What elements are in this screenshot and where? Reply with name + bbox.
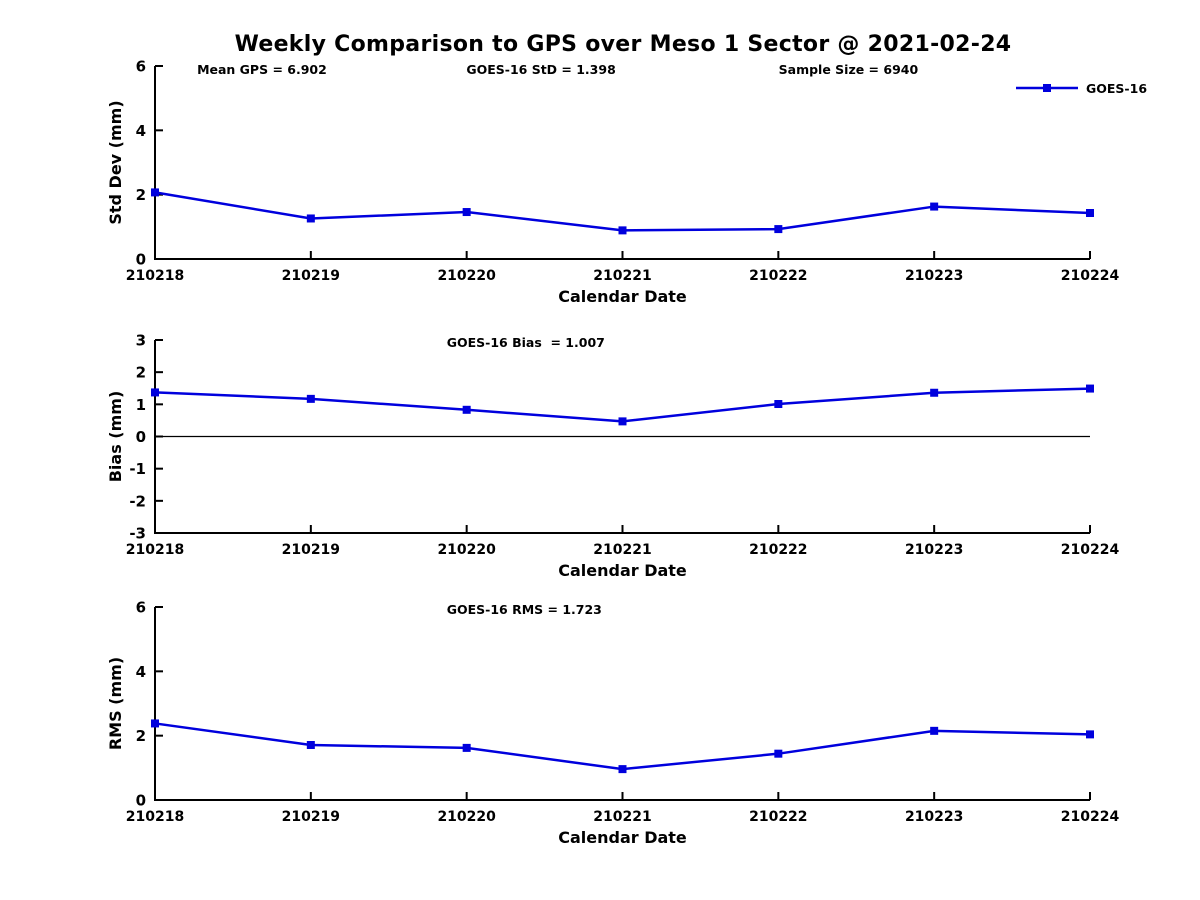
x-tick-label: 210222	[749, 542, 807, 558]
x-tick-label: 210220	[437, 268, 496, 284]
y-tick-label: -3	[129, 525, 146, 543]
y-tick-label: 2	[136, 364, 146, 382]
legend-label: GOES-16	[1086, 81, 1147, 96]
data-point-marker	[306, 394, 315, 403]
x-tick-label: 210220	[437, 809, 496, 825]
subplot-bias: -3 -2 -1 0 1 2 3 210218 210219 210220 210221 210222…	[106, 332, 1119, 581]
x-axis-label: Calendar Date	[558, 828, 687, 847]
y-axis-label: Bias (mm)	[106, 391, 125, 483]
x-tick-label: 210224	[1061, 268, 1120, 284]
y-tick-label: 4	[136, 122, 146, 140]
x-tick-label: 210218	[126, 809, 184, 825]
x-tick-label: 210218	[126, 268, 184, 284]
legend: GOES-16	[1016, 81, 1147, 96]
data-point-marker	[1086, 730, 1094, 739]
subplot-rms: 0 2 4 6 210218 210219 210220 210221 210222 210223…	[106, 599, 1119, 848]
legend-marker	[1043, 84, 1051, 92]
annotation-text: Mean GPS = 6.902	[197, 62, 327, 77]
y-tick-label: 3	[136, 332, 146, 350]
y-tick-label: 6	[136, 58, 146, 76]
x-axis-label: Calendar Date	[558, 287, 687, 306]
y-tick-label: 6	[136, 599, 146, 617]
y-tick-label: 2	[136, 727, 146, 745]
data-point-marker	[306, 214, 315, 223]
y-tick-label: -2	[129, 492, 146, 510]
data-point-marker	[930, 202, 939, 211]
data-point-marker	[930, 726, 939, 735]
annotation-text: GOES-16 StD = 1.398	[466, 62, 615, 77]
data-point-marker	[1086, 384, 1094, 393]
annotation-text: Sample Size = 6940	[779, 62, 919, 77]
annotation-text: GOES-16 RMS = 1.723	[447, 602, 602, 617]
y-axis-label: Std Dev (mm)	[106, 100, 125, 224]
y-tick-label: -1	[129, 460, 146, 478]
data-point-marker	[774, 749, 783, 758]
y-tick-label: 1	[136, 396, 146, 414]
y-tick-label: 0	[136, 792, 146, 810]
data-point-marker	[1086, 209, 1094, 218]
data-point-marker	[930, 388, 939, 397]
data-point-marker	[151, 388, 159, 397]
y-tick-label: 4	[136, 663, 146, 681]
data-point-marker	[774, 400, 783, 409]
x-tick-label: 210222	[749, 268, 807, 284]
x-tick-label: 210219	[282, 809, 340, 825]
x-tick-label: 210219	[282, 268, 340, 284]
series-line	[154, 191, 1091, 232]
x-tick-label: 210219	[282, 542, 340, 558]
data-point-marker	[462, 405, 471, 414]
data-point-marker	[618, 417, 627, 426]
data-point-marker	[306, 740, 315, 749]
data-point-marker	[462, 743, 471, 752]
x-tick-label: 210224	[1061, 542, 1120, 558]
data-point-marker	[618, 765, 627, 774]
series-line	[154, 722, 1091, 771]
data-point-marker	[151, 188, 159, 197]
figure-title: Weekly Comparison to GPS over Meso 1 Sec…	[234, 32, 1012, 57]
annotation-text: GOES-16 Bias = 1.007	[447, 335, 605, 350]
data-point-marker	[462, 208, 471, 217]
data-point-marker	[774, 225, 783, 234]
x-tick-label: 210221	[593, 268, 651, 284]
x-tick-label: 210220	[437, 542, 496, 558]
data-point-marker	[151, 719, 159, 728]
y-tick-label: 0	[136, 428, 146, 446]
data-point-marker	[618, 226, 627, 235]
x-axis-label: Calendar Date	[558, 561, 687, 580]
x-tick-label: 210221	[593, 542, 651, 558]
x-tick-label: 210221	[593, 809, 651, 825]
x-tick-label: 210224	[1061, 809, 1120, 825]
x-tick-label: 210223	[905, 809, 963, 825]
y-axis-label: RMS (mm)	[106, 657, 125, 750]
y-tick-label: 0	[136, 251, 146, 269]
subplot-std-dev: 0 2 4 6 210218 210219 210220 210221 210222 210223…	[106, 58, 1147, 307]
x-tick-label: 210218	[126, 542, 184, 558]
y-tick-label: 2	[136, 186, 146, 204]
series-line	[154, 387, 1091, 423]
x-tick-label: 210223	[905, 542, 963, 558]
x-tick-label: 210222	[749, 809, 807, 825]
x-tick-label: 210223	[905, 268, 963, 284]
